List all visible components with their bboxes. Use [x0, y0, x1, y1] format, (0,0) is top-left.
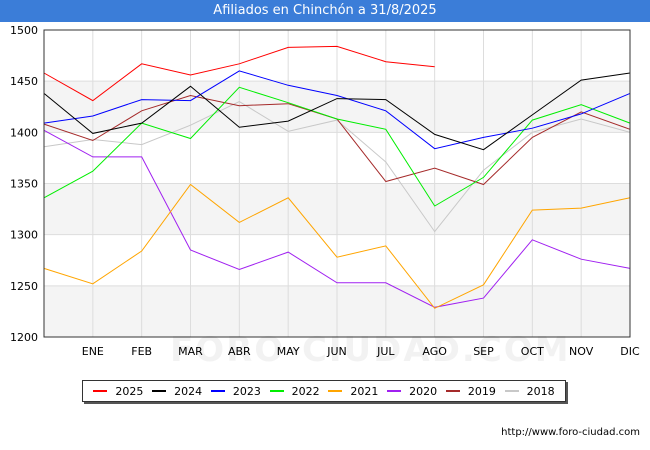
series-lines [43, 45, 631, 309]
legend-swatch [269, 390, 284, 392]
legend-label: 2020 [409, 384, 438, 398]
x-tick-label: MAY [277, 345, 300, 358]
source-link[interactable]: http://www.foro-ciudad.com [501, 427, 640, 438]
legend-item-2019: 2019 [445, 384, 496, 398]
y-axis-ticks: 1200 1250 1300 1350 1400 1450 1500 [10, 24, 38, 344]
x-tick-label: JUN [326, 345, 347, 358]
watermark: FORO-CIUDAD.COM [170, 330, 571, 370]
y-tick-label: 1450 [10, 75, 38, 88]
legend-item-2018: 2018 [504, 384, 555, 398]
x-axis-ticks: ENE FEB MAR ABR MAY JUN JUL AGO SEP OCT NOV DIC [82, 345, 640, 358]
legend-swatch [504, 390, 519, 392]
x-tick-label: AGO [422, 345, 447, 358]
x-tick-label: DIC [620, 345, 640, 358]
legend-swatch [210, 390, 225, 392]
x-tick-label: NOV [569, 345, 594, 358]
legend-item-2020: 2020 [387, 385, 437, 398]
y-tick-label: 1350 [10, 178, 38, 191]
x-tick-label: ENE [82, 345, 104, 358]
legend-label: 2021 [350, 384, 379, 398]
series-line-2023 [43, 70, 631, 150]
x-tick-label: FEB [131, 345, 152, 358]
legend: 2025 2024 2023 2022 2021 2020 2019 2018 [82, 380, 566, 402]
series-line-2025 [43, 45, 435, 102]
legend-item-2024: 2024 [152, 385, 202, 398]
y-tick-label: 1300 [10, 229, 38, 242]
legend-item-2021: 2021 [328, 385, 378, 398]
legend-swatch [328, 390, 343, 392]
legend-swatch [93, 390, 108, 392]
legend-label: 2018 [526, 384, 555, 398]
x-tick-label: MAR [178, 345, 203, 358]
legend-label: 2025 [115, 384, 144, 398]
legend-item-2023: 2023 [210, 384, 261, 398]
y-tick-label: 1250 [10, 280, 38, 293]
series-line-2024 [43, 72, 631, 151]
legend-label: 2024 [174, 384, 203, 398]
legend-item-2022: 2022 [269, 384, 320, 398]
legend-item-2025: 2025 [93, 385, 143, 398]
legend-label: 2019 [467, 384, 496, 398]
chart-title: Afiliados en Chinchón a 31/8/2025 [0, 0, 650, 22]
y-tick-label: 1400 [10, 126, 38, 139]
legend-label: 2022 [291, 384, 320, 398]
y-tick-label: 1200 [10, 331, 38, 344]
legend-swatch [387, 390, 402, 392]
x-tick-label: ABR [228, 345, 251, 358]
series-line-2021 [43, 183, 631, 309]
y-tick-label: 1500 [10, 24, 38, 37]
x-tick-label: JUL [376, 345, 395, 358]
legend-swatch [445, 390, 460, 392]
legend-swatch [152, 390, 167, 392]
series-line-2018 [43, 101, 631, 233]
legend-label: 2023 [232, 384, 261, 398]
series-line-2020 [43, 129, 631, 308]
x-tick-label: SEP [473, 345, 494, 358]
plot-frame [43, 29, 631, 338]
x-tick-label: OCT [521, 345, 544, 358]
